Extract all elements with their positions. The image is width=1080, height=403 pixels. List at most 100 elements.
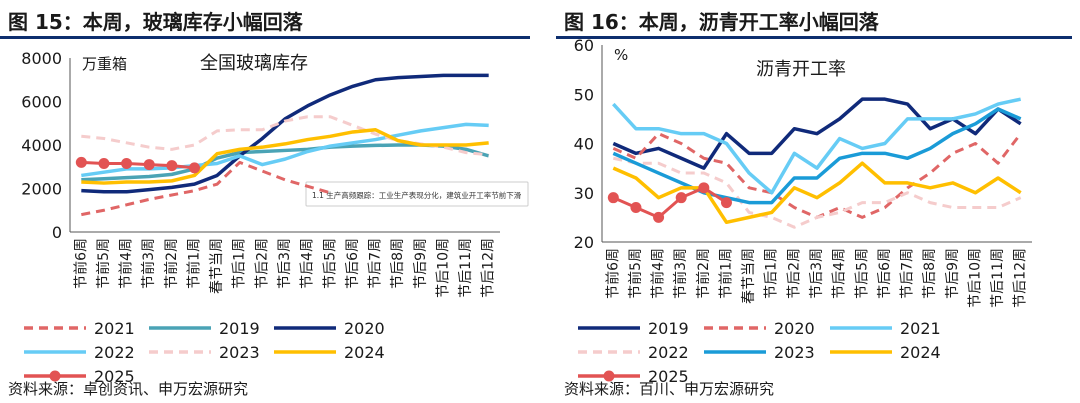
source-note: 资料来源：百川、申万宏源研究 bbox=[564, 380, 775, 398]
x-tick-label: 节后11周 bbox=[990, 248, 1006, 308]
x-tick-label: 节后8周 bbox=[390, 238, 406, 289]
x-tick-label: 节后6周 bbox=[345, 238, 361, 289]
x-tick-label: 节后4周 bbox=[300, 238, 316, 289]
x-tick-label: 节后2周 bbox=[254, 238, 270, 289]
series-2020-line bbox=[81, 73, 489, 194]
right-panel: 图 16：本周，沥青开工率小幅回落 20 30 40 50 60 节前6周 节前5周 节前4周… bbox=[556, 0, 1080, 403]
x-tick-label: 节前5周 bbox=[627, 248, 644, 299]
x-tick-label: 节后7周 bbox=[368, 238, 384, 289]
x-tick-label: 节后4周 bbox=[832, 248, 848, 299]
x-tick-label: 节后3周 bbox=[809, 248, 825, 299]
y-tick-label: 40 bbox=[574, 135, 594, 154]
y-tick-label: 20 bbox=[574, 233, 594, 252]
x-tick-label: 节前2周 bbox=[695, 248, 712, 299]
series-2025-point bbox=[98, 157, 110, 169]
y-tick-label: 2000 bbox=[21, 180, 62, 199]
figure-title: 图 15：本周，玻璃库存小幅回落 bbox=[8, 10, 303, 34]
chart-title: 沥青开工率 bbox=[756, 59, 846, 80]
legend-marker-2025 bbox=[603, 370, 615, 382]
legend-label-2021: 2021 bbox=[900, 319, 941, 338]
series-2025-point bbox=[121, 157, 133, 169]
x-tick-label: 节前5周 bbox=[95, 238, 112, 289]
series-2024-line bbox=[81, 128, 489, 185]
legend-label-2022: 2022 bbox=[648, 343, 689, 362]
tooltip-box: 1.1 生产高频跟踪：工业生产表现分化，建筑业开工率节前下滑 bbox=[305, 181, 529, 207]
series-2021-line bbox=[612, 97, 1022, 195]
x-tick-label: 节后8周 bbox=[922, 248, 938, 299]
legend-label-2019: 2019 bbox=[648, 319, 689, 338]
series-2025-point bbox=[607, 192, 619, 204]
series-2025-point bbox=[720, 197, 732, 209]
series-2025-point bbox=[698, 182, 710, 194]
x-tick-label: 节前2周 bbox=[163, 238, 180, 289]
series-2025-point bbox=[143, 159, 155, 171]
unit-label: 万重箱 bbox=[82, 55, 127, 73]
x-tick-label: 节前3周 bbox=[140, 238, 157, 289]
x-tick-label: 节后9周 bbox=[413, 238, 429, 289]
x-tick-label: 节后3周 bbox=[277, 238, 293, 289]
y-tick-label: 0 bbox=[52, 223, 62, 242]
legend-label-2020: 2020 bbox=[344, 319, 385, 338]
x-tick-label: 春节当周 bbox=[209, 238, 225, 294]
x-tick-label: 节后7周 bbox=[900, 248, 916, 299]
x-tick-label: 节后6周 bbox=[877, 248, 893, 299]
y-tick-label: 60 bbox=[574, 36, 594, 55]
x-tick-label: 节前1周 bbox=[717, 248, 734, 299]
series-2024-line bbox=[612, 161, 1022, 225]
series-2025-point bbox=[75, 156, 87, 168]
legend-label-2023: 2023 bbox=[774, 343, 815, 362]
chart-title: 全国玻璃库存 bbox=[200, 53, 308, 74]
unit-label: % bbox=[614, 46, 628, 64]
figure-title: 图 16：本周，沥青开工率小幅回落 bbox=[564, 10, 879, 34]
x-tick-label: 节后5周 bbox=[322, 238, 338, 289]
x-tick-label: 春节当周 bbox=[741, 248, 757, 304]
series-2023-line bbox=[612, 107, 1022, 205]
x-tick-label: 节前4周 bbox=[650, 248, 667, 299]
title-rule bbox=[556, 36, 1072, 39]
x-tick-label: 节前1周 bbox=[185, 238, 202, 289]
x-tick-label: 节后5周 bbox=[854, 248, 870, 299]
legend-label-2025: 2025 bbox=[648, 367, 689, 386]
legend-label-2021: 2021 bbox=[94, 319, 135, 338]
series-2025-point bbox=[653, 211, 665, 223]
x-tick-label: 节后1周 bbox=[232, 238, 248, 289]
tooltip-text: 1.1 生产高频跟踪：工业生产表现分化，建筑业开工率节前下滑 bbox=[312, 190, 522, 200]
series-2021-line bbox=[81, 160, 331, 217]
y-tick-label: 4000 bbox=[21, 136, 62, 155]
legend-label-2024: 2024 bbox=[344, 343, 385, 362]
x-tick-label: 节前6周 bbox=[72, 238, 89, 289]
left-panel: 图 15：本周，玻璃库存小幅回落 0 2000 4000 6000 8000 节前6周 节前… bbox=[0, 10, 530, 398]
tooltip-background bbox=[305, 181, 529, 207]
legend-label-2020: 2020 bbox=[774, 319, 815, 338]
series-2025-line bbox=[81, 160, 195, 170]
x-tick-label: 节前3周 bbox=[672, 248, 689, 299]
source-note: 资料来源：卓创资讯、申万宏源研究 bbox=[8, 380, 249, 398]
x-tick-label: 节后1周 bbox=[764, 248, 780, 299]
y-tick-label: 50 bbox=[574, 85, 594, 104]
series-2022-line bbox=[612, 156, 1022, 229]
legend-label-2023: 2023 bbox=[219, 343, 260, 362]
x-tick-label: 节后12周 bbox=[481, 238, 497, 298]
y-tick-label: 30 bbox=[574, 184, 594, 203]
series-2019-line bbox=[81, 143, 490, 182]
x-tick-label: 节前6周 bbox=[604, 248, 621, 299]
series-2025-point bbox=[630, 202, 642, 214]
series-2025-point bbox=[188, 162, 200, 174]
y-tick-label: 8000 bbox=[21, 49, 62, 68]
x-tick-label: 节后2周 bbox=[786, 248, 802, 299]
legend-label-2024: 2024 bbox=[900, 343, 941, 362]
legend-label-2019: 2019 bbox=[219, 319, 260, 338]
legend-marker-2025 bbox=[49, 370, 61, 382]
x-tick-label: 节后9周 bbox=[945, 248, 961, 299]
x-tick-label: 节前4周 bbox=[118, 238, 135, 289]
x-tick-label: 节后10周 bbox=[967, 248, 983, 308]
x-tick-label: 节后10周 bbox=[435, 238, 451, 298]
legend-label-2025: 2025 bbox=[94, 367, 135, 386]
x-tick-label: 节后11周 bbox=[458, 238, 474, 298]
series-2025-point bbox=[675, 192, 687, 204]
x-tick-label: 节后12周 bbox=[1013, 248, 1029, 308]
series-2025-point bbox=[166, 160, 178, 172]
y-tick-label: 6000 bbox=[21, 93, 62, 112]
title-rule bbox=[0, 36, 530, 39]
